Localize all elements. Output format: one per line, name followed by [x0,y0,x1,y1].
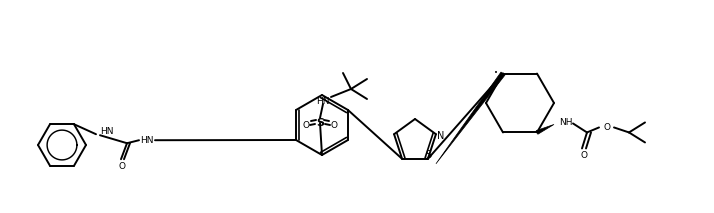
Text: N: N [437,131,445,141]
Text: NH: NH [559,118,573,127]
Text: HN: HN [140,136,154,145]
Text: HN: HN [100,127,114,136]
Text: O: O [603,123,610,132]
Polygon shape [436,72,505,164]
Text: HN: HN [316,96,330,105]
Polygon shape [536,124,554,134]
Text: O: O [331,121,338,131]
Text: O: O [580,151,588,160]
Text: S: S [426,150,432,160]
Text: S: S [316,118,324,128]
Text: •: • [494,70,498,76]
Text: O: O [303,121,309,131]
Text: O: O [119,162,126,171]
